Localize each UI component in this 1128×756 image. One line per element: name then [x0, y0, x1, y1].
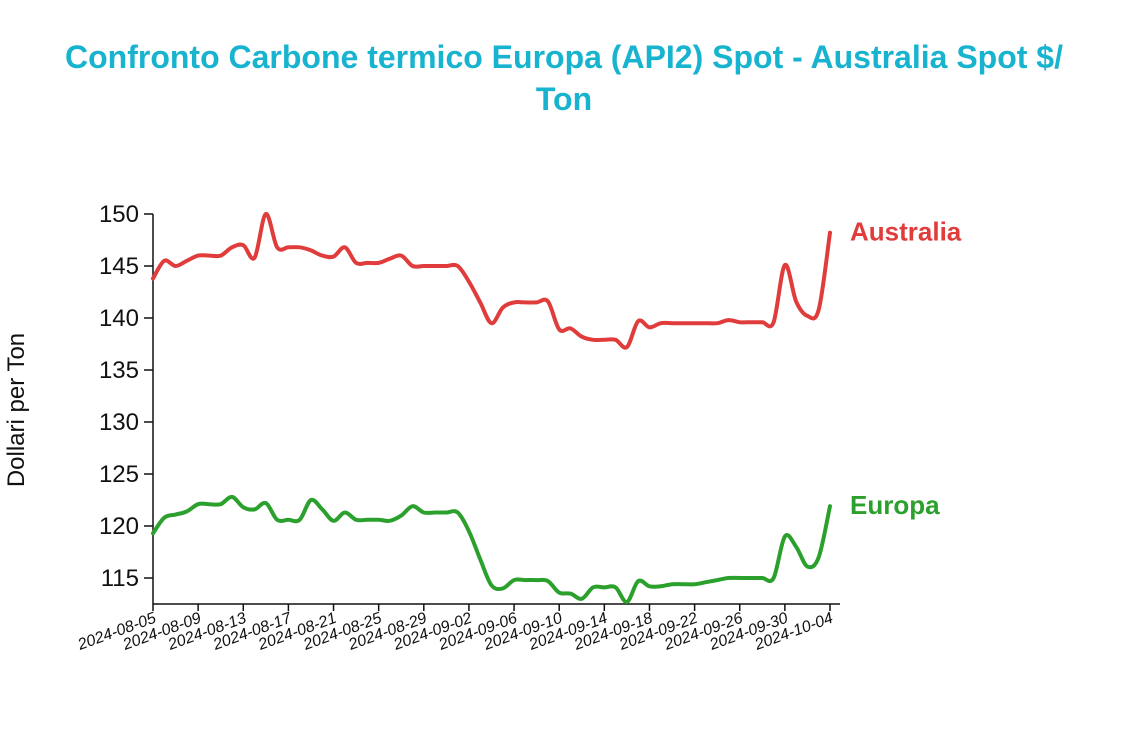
chart-title-line-2: Ton [535, 81, 593, 117]
y-tick-label: 130 [99, 409, 139, 436]
y-tick-label: 150 [99, 201, 139, 228]
y-tick-label: 140 [99, 305, 139, 332]
series-line-australia [151, 211, 832, 350]
y-axis: 115 120 125 130 135 140 145 150 [99, 201, 154, 604]
series-label-europa: Europa [850, 490, 940, 520]
y-tick-label: 125 [99, 461, 139, 488]
y-tick-label: 120 [99, 513, 139, 540]
y-tick-label: 145 [99, 253, 139, 280]
y-tick-label: 135 [99, 357, 139, 384]
y-tick-label: 115 [101, 565, 139, 592]
x-axis: 2024-08-052024-08-092024-08-132024-08-17… [75, 603, 840, 654]
series-layer: Australia Europa [151, 211, 962, 604]
y-axis-label: Dollari per Ton [3, 333, 30, 487]
chart-title: Confronto Carbone termico Europa (API2) … [0, 36, 1128, 120]
series-label-australia: Australia [850, 217, 962, 247]
series-line-europa [151, 494, 832, 604]
chart-title-line-1: Confronto Carbone termico Europa (API2) … [65, 39, 1063, 75]
